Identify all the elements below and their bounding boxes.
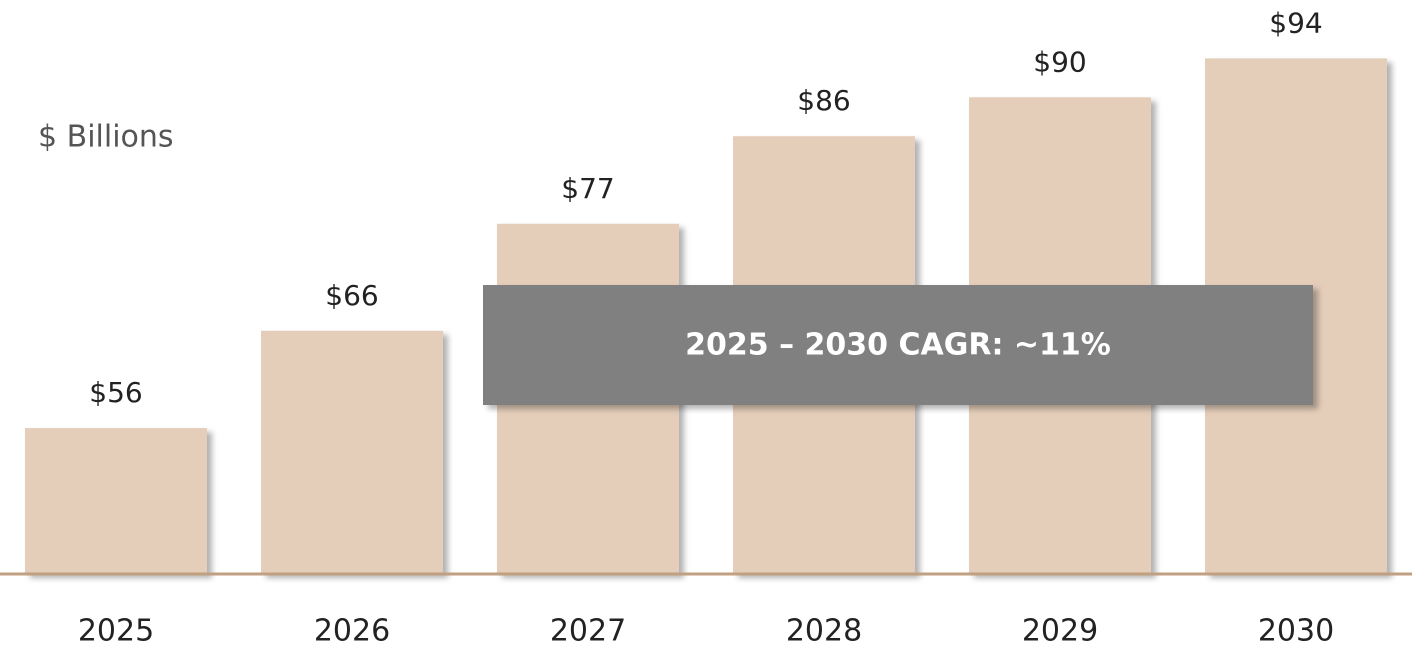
annotation: 2025 – 2030 CAGR: ~11% xyxy=(685,328,1111,363)
value-label: $86 xyxy=(797,84,850,117)
x-tick-label: 2028 xyxy=(786,614,862,649)
annotation-box xyxy=(483,285,1313,405)
bar xyxy=(25,428,207,574)
value-label: $90 xyxy=(1033,45,1086,78)
value-label: $66 xyxy=(325,279,378,312)
x-tick-label: 2027 xyxy=(550,614,626,649)
value-label: $77 xyxy=(561,172,614,205)
x-tick-label: 2030 xyxy=(1258,614,1334,649)
bar xyxy=(261,330,443,574)
value-label: $56 xyxy=(89,376,142,409)
x-tick-label: 2029 xyxy=(1022,614,1098,649)
y-axis-label: $ Billions xyxy=(38,120,174,155)
x-tick-label: 2025 xyxy=(78,614,154,649)
x-tick-label: 2026 xyxy=(314,614,390,649)
value-label: $94 xyxy=(1269,6,1322,39)
